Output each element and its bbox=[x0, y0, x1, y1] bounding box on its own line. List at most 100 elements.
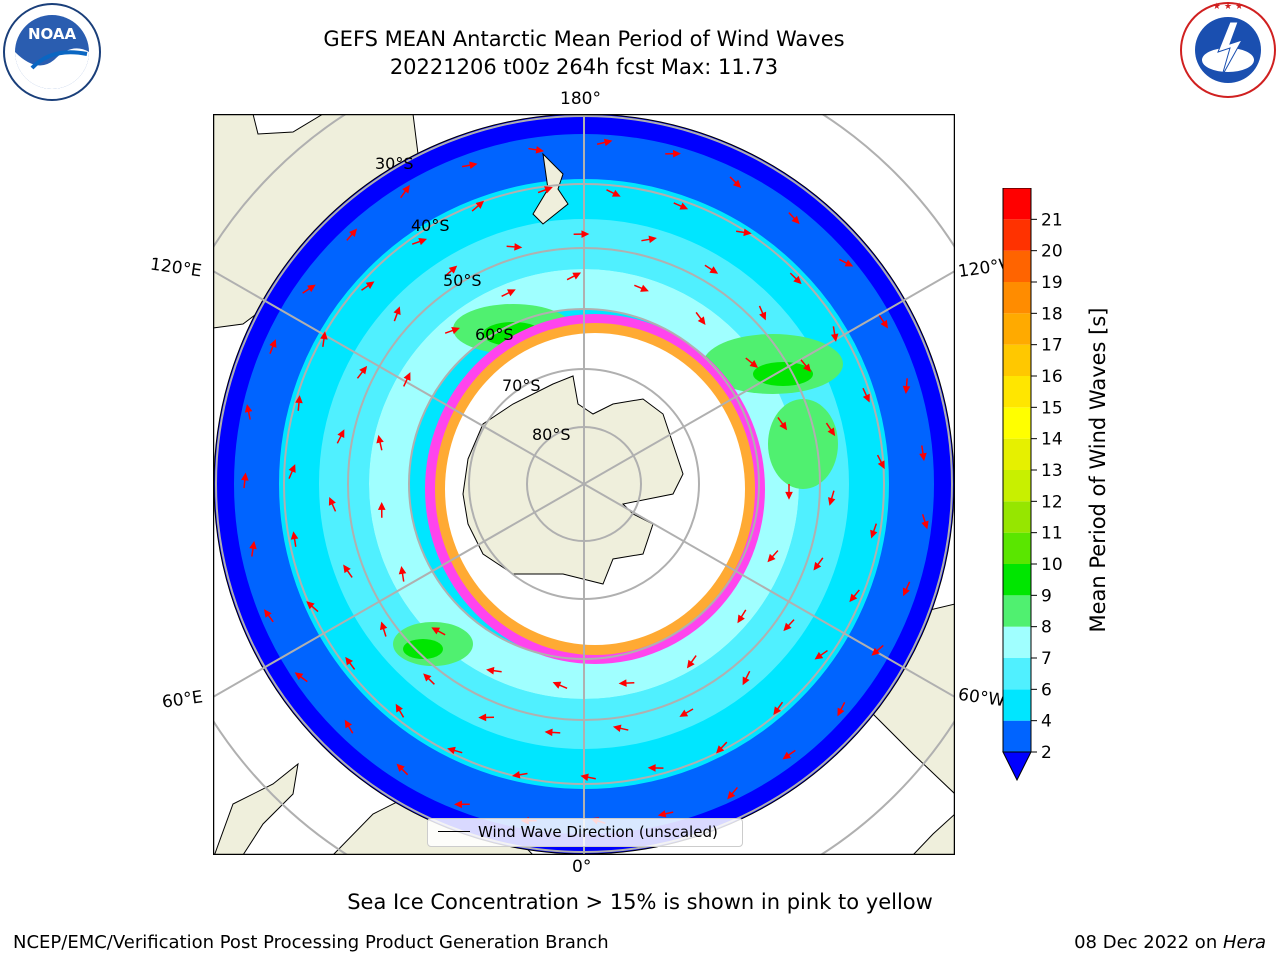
colorbar-band bbox=[1003, 720, 1031, 752]
direction-arrow bbox=[657, 810, 674, 818]
footer-date-text: 08 Dec 2022 on bbox=[1074, 932, 1223, 953]
direction-arrow bbox=[431, 627, 446, 636]
direction-arrow bbox=[244, 404, 253, 420]
direction-arrow bbox=[294, 672, 308, 683]
footer-date: 08 Dec 2022 on Hera bbox=[1074, 932, 1266, 953]
direction-arrow bbox=[336, 429, 345, 444]
colorbar-band bbox=[1003, 376, 1031, 408]
direction-arrow bbox=[411, 237, 427, 246]
direction-arrow bbox=[788, 212, 800, 225]
direction-arrow bbox=[444, 326, 460, 335]
direction-arrow bbox=[328, 496, 337, 512]
colorbar-band bbox=[1003, 250, 1031, 282]
direction-arrow bbox=[552, 681, 568, 689]
colorbar-band bbox=[1003, 470, 1031, 502]
colorbar-band bbox=[1003, 595, 1031, 627]
direction-arrow bbox=[618, 679, 635, 687]
direction-arrow bbox=[665, 149, 681, 158]
direction-arrow bbox=[544, 728, 561, 737]
colorbar-band bbox=[1003, 407, 1031, 439]
direction-arrow bbox=[612, 724, 629, 733]
colorbar-tick-label: 7 bbox=[1041, 649, 1052, 669]
direction-arrow bbox=[641, 235, 657, 244]
direction-arrow bbox=[361, 281, 375, 291]
colorbar-band bbox=[1003, 188, 1031, 220]
colorbar-tick-label: 10 bbox=[1041, 555, 1063, 575]
colorbar-tick-label: 2 bbox=[1041, 743, 1052, 763]
direction-arrow bbox=[376, 434, 384, 451]
colorbar-tick-label: 13 bbox=[1041, 461, 1063, 481]
direction-arrow bbox=[395, 703, 405, 718]
direction-arrow bbox=[902, 378, 911, 394]
direction-arrow bbox=[423, 673, 435, 685]
colorbar-tick-label: 15 bbox=[1041, 398, 1063, 418]
colorbar-band bbox=[1003, 501, 1031, 533]
colorbar-band bbox=[1003, 689, 1031, 721]
direction-arrow bbox=[346, 228, 358, 241]
lon-label-60e: 60°E bbox=[160, 687, 205, 713]
colorbar-tick-label: 21 bbox=[1041, 210, 1063, 230]
direction-arrow bbox=[537, 186, 553, 194]
colorbar-tick-label: 6 bbox=[1041, 680, 1052, 700]
direction-arrow bbox=[838, 258, 854, 267]
direction-arrow bbox=[345, 656, 356, 670]
colorbar-tick-label: 11 bbox=[1041, 524, 1063, 544]
direction-arrow bbox=[773, 701, 784, 716]
direction-arrow bbox=[825, 422, 836, 437]
noaa-logo: NOAA bbox=[3, 3, 101, 101]
colorbar-band bbox=[1003, 532, 1031, 564]
sea-ice-caption: Sea Ice Concentration > 15% is shown in … bbox=[347, 890, 933, 914]
map-legend: Wind Wave Direction (unscaled) bbox=[427, 818, 743, 847]
direction-arrow bbox=[528, 146, 544, 154]
direction-arrow bbox=[288, 464, 296, 479]
direction-arrow bbox=[580, 773, 596, 781]
colorbar-band bbox=[1003, 658, 1031, 690]
lon-label-120e: 120°E bbox=[148, 254, 203, 282]
direction-arrow bbox=[789, 272, 802, 285]
direction-arrow bbox=[704, 264, 719, 274]
direction-arrow bbox=[295, 395, 303, 411]
direction-arrow bbox=[377, 502, 386, 518]
direction-arrow bbox=[506, 243, 523, 251]
direction-arrow bbox=[634, 284, 649, 292]
direction-arrow bbox=[320, 331, 328, 347]
direction-arrow bbox=[673, 202, 689, 210]
direction-arrow bbox=[444, 265, 458, 277]
colorbar-tick-label: 14 bbox=[1041, 430, 1063, 450]
direction-arrow bbox=[302, 284, 316, 294]
chart-subtitle: 20221206 t00z 264h fcst Max: 11.73 bbox=[389, 55, 779, 79]
colorbar-band bbox=[1003, 344, 1031, 376]
direction-arrow bbox=[478, 713, 495, 722]
colorbar-tick-label: 9 bbox=[1041, 586, 1052, 606]
graticule bbox=[213, 114, 955, 855]
colorbar-band bbox=[1003, 219, 1031, 251]
direction-arrow bbox=[876, 454, 885, 470]
direction-arrow bbox=[813, 557, 824, 571]
direction-arrow bbox=[290, 531, 299, 547]
colorbar-tick-label: 8 bbox=[1041, 618, 1052, 638]
direction-arrow bbox=[486, 666, 502, 675]
colorbar-tick-label: 16 bbox=[1041, 367, 1063, 387]
direction-arrow bbox=[737, 609, 747, 624]
direction-arrow bbox=[921, 514, 929, 530]
direction-arrow bbox=[606, 189, 621, 197]
svg-text:★ ★ ★: ★ ★ ★ bbox=[1213, 2, 1243, 12]
direction-arrow bbox=[830, 326, 839, 342]
direction-arrow bbox=[745, 357, 759, 368]
colorbar-band bbox=[1003, 438, 1031, 470]
direction-arrow bbox=[686, 655, 697, 669]
colorbar-tick-label: 20 bbox=[1041, 242, 1063, 262]
direction-arrow bbox=[344, 719, 354, 734]
lon-label-60w: 60°W bbox=[956, 684, 1007, 712]
direction-arrow bbox=[742, 670, 751, 686]
direction-arrow bbox=[800, 359, 812, 372]
direction-arrow bbox=[566, 272, 582, 281]
direction-arrow bbox=[767, 550, 779, 563]
direction-arrow bbox=[573, 230, 590, 238]
colorbar-tick-label: 17 bbox=[1041, 336, 1063, 356]
direction-arrow bbox=[716, 741, 728, 754]
lat-label-40s: 40°S bbox=[411, 216, 450, 235]
direction-arrow bbox=[862, 387, 870, 403]
legend-label: Wind Wave Direction (unscaled) bbox=[478, 823, 718, 841]
direction-arrow bbox=[783, 619, 795, 632]
